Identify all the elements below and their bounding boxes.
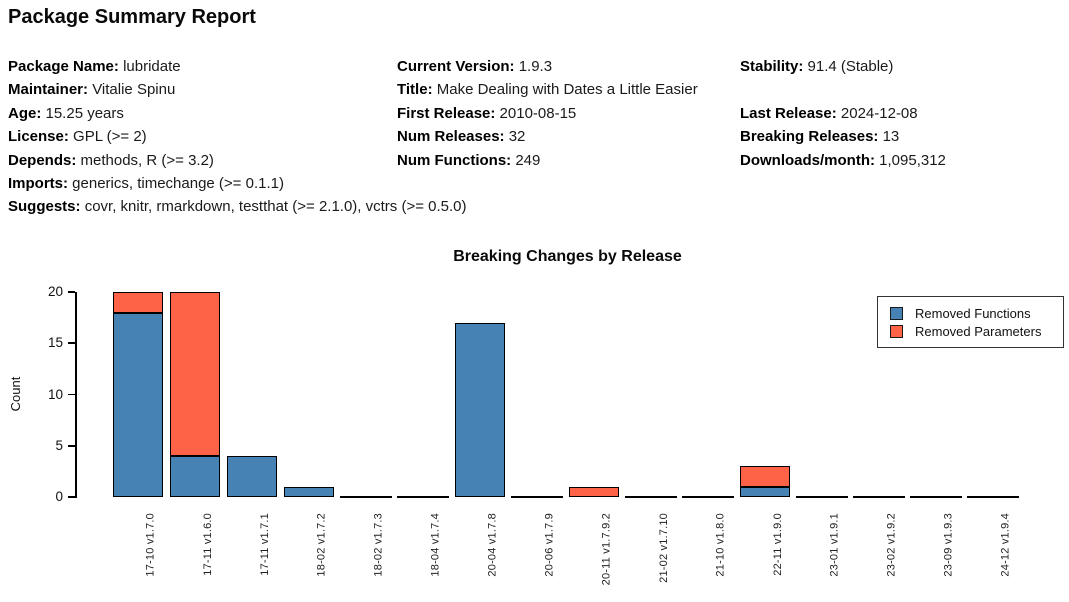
bar-segment-removed-parameters	[170, 292, 220, 456]
x-tick-label: 18-04 v1.7.4	[429, 513, 442, 577]
x-tick-label: 21-02 v1.7.10	[657, 513, 670, 583]
x-tick-label: 23-01 v1.9.1	[828, 513, 841, 577]
chart-legend: Removed Functions Removed Parameters	[877, 296, 1064, 348]
bar-segment-removed-functions	[227, 456, 277, 497]
zero-bar-line	[625, 496, 677, 498]
zero-bar-line	[910, 496, 962, 498]
y-axis-line	[75, 292, 77, 498]
legend-label: Removed Functions	[915, 306, 1031, 321]
info-row-stability: Stability: 91.4 (Stable)	[740, 58, 894, 75]
info-row-depends: Depends: methods, R (>= 3.2)	[8, 151, 214, 169]
bar-segment-removed-parameters	[569, 486, 619, 497]
x-tick-label: 23-09 v1.9.3	[942, 513, 955, 577]
zero-bar-line	[511, 496, 563, 498]
chart-title: Breaking Changes by Release	[453, 248, 682, 265]
y-tick-mark	[68, 342, 75, 345]
info-row-num-functions: Num Functions: 249	[397, 151, 541, 169]
y-axis-label: Count	[8, 376, 23, 412]
x-tick-label: 18-02 v1.7.3	[372, 513, 385, 577]
legend-label: Removed Parameters	[915, 324, 1042, 339]
y-tick-label: 5	[55, 437, 63, 453]
info-row-blank	[740, 78, 946, 101]
info-row-suggests: Suggests: covr, knitr, rmarkdown, testth…	[8, 198, 467, 216]
x-tick-label: 17-11 v1.6.0	[201, 513, 214, 576]
legend-swatch-icon	[890, 325, 903, 338]
y-tick-mark	[68, 496, 75, 498]
x-tick-label: 20-11 v1.7.9.2	[600, 513, 613, 586]
x-tick-label: 18-02 v1.7.2	[315, 513, 328, 577]
zero-bar-line	[340, 496, 392, 498]
x-tick-label: 23-02 v1.9.2	[885, 513, 898, 577]
info-row-package-name: Package Name: lubridate	[8, 58, 181, 75]
info-row-downloads-month: Downloads/month: 1,095,312	[740, 151, 946, 169]
page-title: Package Summary Report	[8, 6, 256, 28]
y-tick-mark	[68, 291, 75, 293]
legend-entry-removed-functions: Removed Functions	[890, 305, 1053, 322]
info-row-last-release: Last Release: 2024-12-08	[740, 104, 918, 122]
zero-bar-line	[853, 496, 905, 498]
x-tick-label: 17-10 v1.7.0	[144, 513, 157, 577]
zero-bar-line	[397, 496, 449, 498]
info-row-title: Title: Make Dealing with Dates a Little …	[397, 81, 698, 99]
x-tick-label: 17-11 v1.7.1	[258, 513, 271, 576]
bar-segment-removed-functions	[740, 486, 790, 497]
info-column-middle: Current Version: 1.9.3 Title: Make Dealin…	[397, 55, 698, 172]
y-tick-label: 15	[47, 335, 63, 351]
info-column-left: Package Name: lubridate Maintainer: Vital…	[8, 55, 467, 219]
info-row-age: Age: 15.25 years	[8, 104, 124, 122]
info-row-num-releases: Num Releases: 32	[397, 128, 526, 146]
info-row-breaking-releases: Breaking Releases: 13	[740, 128, 900, 146]
y-tick-label: 10	[47, 386, 63, 402]
x-tick-label: 20-06 v1.7.9	[543, 513, 556, 577]
y-tick-label: 20	[47, 284, 63, 299]
y-tick-label: 0	[55, 489, 63, 504]
bar-segment-removed-functions	[455, 322, 505, 497]
zero-bar-line	[682, 496, 734, 498]
info-row-maintainer: Maintainer: Vitalie Spinu	[8, 81, 176, 99]
breaking-changes-chart: Count Removed Functions Removed Parameter…	[0, 240, 1069, 602]
legend-entry-removed-parameters: Removed Parameters	[890, 323, 1053, 340]
bar-segment-removed-parameters	[113, 292, 163, 313]
zero-bar-line	[796, 496, 848, 498]
x-tick-label: 24-12 v1.9.4	[999, 513, 1012, 577]
info-row-first-release: First Release: 2010-08-15	[397, 104, 577, 122]
info-row-imports: Imports: generics, timechange (>= 0.1.1)	[8, 174, 284, 192]
legend-swatch-icon	[890, 307, 903, 320]
bar-segment-removed-functions	[284, 486, 334, 497]
x-tick-label: 21-10 v1.8.0	[714, 513, 727, 577]
bar-segment-removed-functions	[170, 456, 220, 497]
y-tick-mark	[68, 444, 75, 447]
zero-bar-line	[967, 496, 1019, 498]
y-tick-mark	[68, 393, 75, 396]
x-tick-label: 22-11 v1.9.0	[771, 513, 784, 576]
info-column-right: Stability: 91.4 (Stable) Last Release: 2…	[740, 55, 946, 172]
info-row-current-version: Current Version: 1.9.3	[397, 58, 553, 75]
info-row-license: License: GPL (>= 2)	[8, 128, 147, 146]
bar-segment-removed-functions	[113, 312, 163, 497]
bar-segment-removed-parameters	[740, 466, 790, 487]
x-tick-label: 20-04 v1.7.8	[486, 513, 499, 577]
